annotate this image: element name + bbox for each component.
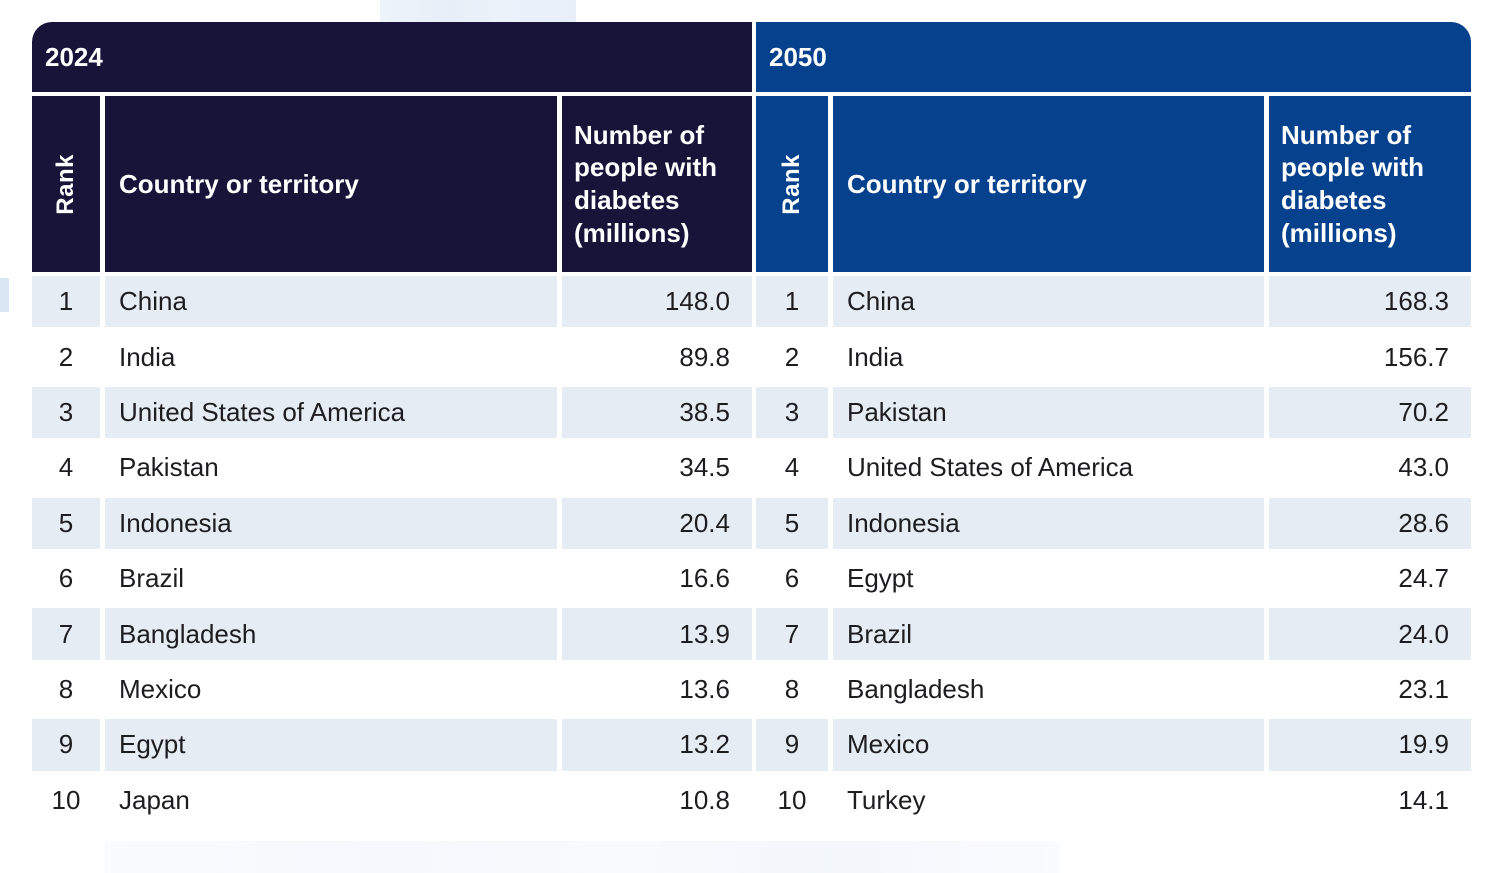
country-cell: Japan bbox=[105, 774, 557, 826]
value-cell: 28.6 bbox=[1269, 497, 1471, 549]
rank-cell: 3 bbox=[32, 386, 100, 439]
rank-cell: 7 bbox=[32, 608, 100, 660]
country-cell: Mexico bbox=[105, 663, 557, 716]
value-cell: 23.1 bbox=[1269, 663, 1471, 716]
rank-cell: 6 bbox=[756, 552, 828, 605]
country-cell: Egypt bbox=[833, 552, 1264, 605]
rank-cell: 7 bbox=[756, 608, 828, 660]
country-cell: Indonesia bbox=[833, 497, 1264, 549]
value-cell: 16.6 bbox=[562, 552, 752, 605]
country-cell: China bbox=[833, 276, 1264, 328]
country-cell: India bbox=[105, 331, 557, 383]
column-header-country-2024: Country or territory bbox=[105, 96, 557, 272]
column-header-rank-2024: Rank bbox=[32, 96, 100, 272]
column-header-number-2050: Number of people with diabetes (millions… bbox=[1269, 96, 1471, 272]
rank-cell: 2 bbox=[756, 331, 828, 383]
country-cell: United States of America bbox=[105, 386, 557, 439]
table-2024: 2024 Rank Country or territory Number of… bbox=[32, 22, 752, 826]
column-header-rank-2050: Rank bbox=[756, 96, 828, 272]
country-cell: Egypt bbox=[105, 719, 557, 771]
value-cell: 24.0 bbox=[1269, 608, 1471, 660]
year-header-2050: 2050 bbox=[756, 22, 1471, 92]
rank-cell: 9 bbox=[32, 719, 100, 771]
rank-cell: 4 bbox=[32, 442, 100, 494]
rank-header-label: Rank bbox=[52, 153, 79, 215]
country-cell: United States of America bbox=[833, 442, 1264, 494]
column-header-country-2050: Country or territory bbox=[833, 96, 1264, 272]
table-2050: 2050 Rank Country or territory Number of… bbox=[756, 22, 1471, 826]
value-cell: 19.9 bbox=[1269, 719, 1471, 771]
rank-cell: 10 bbox=[756, 774, 828, 826]
rank-cell: 3 bbox=[756, 386, 828, 439]
value-cell: 38.5 bbox=[562, 386, 752, 439]
decoration-left-streak bbox=[0, 278, 9, 312]
rank-cell: 4 bbox=[756, 442, 828, 494]
rank-cell: 2 bbox=[32, 331, 100, 383]
country-cell: Mexico bbox=[833, 719, 1264, 771]
value-cell: 13.2 bbox=[562, 719, 752, 771]
year-label-2024: 2024 bbox=[45, 41, 103, 72]
country-cell: Brazil bbox=[105, 552, 557, 605]
rank-cell: 5 bbox=[32, 497, 100, 549]
value-cell: 70.2 bbox=[1269, 386, 1471, 439]
rank-cell: 8 bbox=[32, 663, 100, 716]
value-cell: 13.6 bbox=[562, 663, 752, 716]
rank-cell: 6 bbox=[32, 552, 100, 605]
value-cell: 20.4 bbox=[562, 497, 752, 549]
year-label-2050: 2050 bbox=[769, 41, 827, 72]
country-cell: China bbox=[105, 276, 557, 328]
country-header-label: Country or territory bbox=[847, 168, 1087, 199]
decoration-top-strip bbox=[380, 0, 576, 22]
rank-cell: 10 bbox=[32, 774, 100, 826]
rank-cell: 1 bbox=[32, 276, 100, 328]
rank-cell: 9 bbox=[756, 719, 828, 771]
country-cell: Bangladesh bbox=[105, 608, 557, 660]
value-cell: 14.1 bbox=[1269, 774, 1471, 826]
country-cell: Pakistan bbox=[833, 386, 1264, 439]
decoration-bottom-strip bbox=[105, 841, 1060, 873]
value-cell: 168.3 bbox=[1269, 276, 1471, 328]
number-header-label: Number of people with diabetes (millions… bbox=[1281, 119, 1424, 248]
country-cell: Bangladesh bbox=[833, 663, 1264, 716]
value-cell: 89.8 bbox=[562, 331, 752, 383]
value-cell: 10.8 bbox=[562, 774, 752, 826]
diabetes-ranking-tables: 2024 Rank Country or territory Number of… bbox=[32, 22, 1471, 826]
number-header-label: Number of people with diabetes (millions… bbox=[574, 119, 717, 248]
country-cell: India bbox=[833, 331, 1264, 383]
value-cell: 156.7 bbox=[1269, 331, 1471, 383]
year-header-2024: 2024 bbox=[32, 22, 752, 92]
rank-header-label: Rank bbox=[778, 153, 805, 215]
rank-cell: 8 bbox=[756, 663, 828, 716]
country-cell: Indonesia bbox=[105, 497, 557, 549]
value-cell: 13.9 bbox=[562, 608, 752, 660]
column-header-number-2024: Number of people with diabetes (millions… bbox=[562, 96, 752, 272]
country-cell: Turkey bbox=[833, 774, 1264, 826]
country-cell: Pakistan bbox=[105, 442, 557, 494]
value-cell: 24.7 bbox=[1269, 552, 1471, 605]
country-header-label: Country or territory bbox=[119, 168, 359, 199]
rank-cell: 5 bbox=[756, 497, 828, 549]
value-cell: 148.0 bbox=[562, 276, 752, 328]
value-cell: 43.0 bbox=[1269, 442, 1471, 494]
rank-cell: 1 bbox=[756, 276, 828, 328]
value-cell: 34.5 bbox=[562, 442, 752, 494]
country-cell: Brazil bbox=[833, 608, 1264, 660]
